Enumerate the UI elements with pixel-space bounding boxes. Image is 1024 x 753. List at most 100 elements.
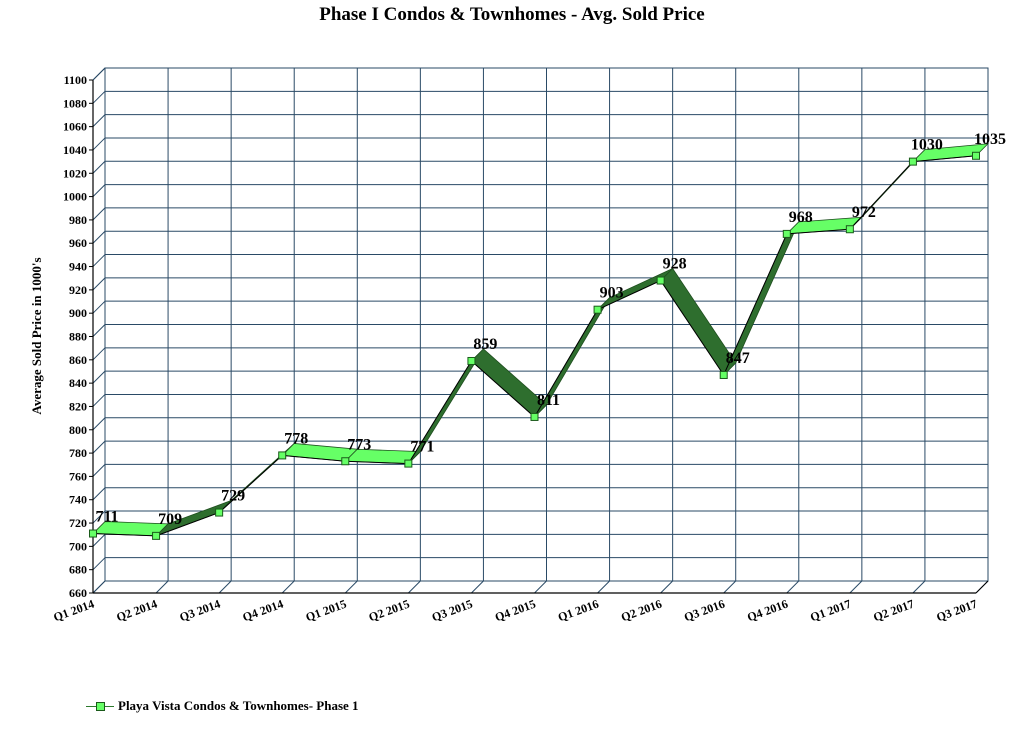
- y-tick-label: 800: [69, 423, 87, 437]
- x-tick-label: Q4 2015: [493, 597, 538, 625]
- side-gridline: [92, 464, 106, 477]
- data-label: 903: [600, 285, 624, 302]
- y-tick-label: 660: [69, 586, 87, 600]
- series-line: [723, 233, 788, 376]
- data-label: 972: [852, 204, 876, 221]
- data-point: [656, 276, 665, 285]
- side-gridline: [92, 510, 106, 524]
- side-gridline: [92, 370, 106, 384]
- x-tick-label: Q3 2015: [430, 597, 475, 625]
- floor-gridline: [218, 580, 232, 594]
- data-label: 729: [221, 488, 245, 505]
- data-point: [972, 151, 980, 160]
- floor-gridline: [660, 580, 673, 594]
- data-label: 811: [537, 392, 560, 409]
- x-tick-label: Q2 2016: [619, 597, 664, 625]
- x-tick-label: Q4 2016: [745, 597, 790, 625]
- side-gridline: [92, 487, 106, 501]
- floor-gridline: [849, 580, 863, 594]
- series-line: [786, 228, 850, 235]
- series-line: [407, 360, 472, 464]
- x-tick-label: Q2 2017: [871, 597, 916, 625]
- side-gridline: [92, 347, 106, 361]
- y-tick-label: 940: [69, 260, 87, 274]
- side-gridline: [92, 160, 106, 174]
- y-tick-label: 1020: [63, 166, 87, 180]
- series-line: [471, 360, 535, 418]
- y-tick-label: 780: [69, 446, 87, 460]
- y-tick-label: 1060: [63, 120, 87, 134]
- series-line: [912, 155, 977, 163]
- side-gridline: [92, 254, 106, 267]
- side-gridline: [92, 394, 106, 407]
- data-point: [908, 157, 917, 166]
- series-line: [534, 309, 599, 418]
- y-tick-label: 720: [69, 516, 87, 530]
- floor-gridline: [912, 580, 926, 594]
- y-tick-label: 740: [69, 493, 87, 507]
- floor-gridline: [92, 580, 106, 594]
- floor-gridline: [344, 580, 358, 594]
- floor-gridline: [534, 580, 547, 594]
- legend-label: Playa Vista Condos & Townhomes- Phase 1: [118, 698, 359, 713]
- data-label: 1030: [911, 137, 943, 154]
- data-point: [278, 451, 287, 460]
- data-point: [467, 356, 476, 365]
- data-label: 773: [347, 436, 371, 453]
- x-tick-label: Q3 2014: [178, 597, 223, 625]
- x-tick-label: Q3 2017: [934, 597, 979, 625]
- data-point: [593, 305, 602, 314]
- x-tick-label: Q3 2016: [682, 597, 727, 625]
- data-label: 928: [663, 256, 687, 273]
- side-gridline: [92, 277, 106, 291]
- floor-gridline: [281, 580, 295, 594]
- side-gridline: [92, 114, 106, 127]
- data-point: [404, 459, 413, 468]
- series-line: [849, 161, 914, 230]
- legend-marker-icon: [86, 700, 114, 712]
- line-chart: 660 680 700 720 740 760 780 800 820 840 860 880 900 9…: [29, 67, 1006, 625]
- side-gridline: [92, 90, 106, 104]
- chart-title: Phase I Condos & Townhomes - Avg. Sold P…: [319, 4, 705, 25]
- floor-gridline: [408, 580, 421, 594]
- series-line: [345, 460, 409, 465]
- side-gridline: [92, 557, 106, 571]
- floor-edge: [975, 580, 989, 594]
- data-point: [845, 225, 854, 234]
- side-gridline: [92, 534, 106, 547]
- side-gridline: [92, 324, 106, 337]
- x-tick-label: Q1 2014: [51, 597, 96, 625]
- side-gridline: [92, 300, 106, 314]
- data-point: [782, 229, 791, 238]
- y-tick-label: 960: [69, 236, 87, 250]
- series-line: [597, 280, 661, 311]
- data-label: 859: [473, 336, 497, 353]
- x-tick-label: Q2 2015: [367, 597, 412, 625]
- wall-edge: [92, 67, 106, 81]
- side-gridline: [92, 137, 106, 151]
- y-tick-label: 860: [69, 353, 87, 367]
- series-line: [155, 512, 220, 537]
- data-label: 709: [158, 511, 182, 528]
- grid-layer: [92, 67, 989, 594]
- data-label: 771: [410, 439, 434, 456]
- y-tick-label: 1000: [63, 190, 87, 204]
- data-point: [719, 370, 728, 379]
- y-tick-label: 820: [69, 399, 87, 413]
- data-label: 968: [789, 209, 813, 226]
- x-tick-label: Q1 2016: [556, 597, 601, 625]
- data-label: 778: [284, 430, 308, 447]
- y-tick-label: 760: [69, 469, 87, 483]
- data-label: 711: [95, 509, 118, 526]
- x-tick-label: Q4 2014: [241, 597, 286, 625]
- side-gridline: [92, 440, 106, 454]
- series-line: [660, 280, 725, 376]
- floor-gridline: [155, 580, 169, 594]
- data-point: [152, 531, 161, 540]
- x-tick-label: Q1 2015: [304, 597, 349, 625]
- data-label: 1035: [974, 131, 1006, 148]
- side-gridline: [92, 417, 106, 431]
- y-tick-label: 920: [69, 283, 87, 297]
- floor-gridline: [723, 580, 737, 594]
- y-tick-label: 680: [69, 563, 87, 577]
